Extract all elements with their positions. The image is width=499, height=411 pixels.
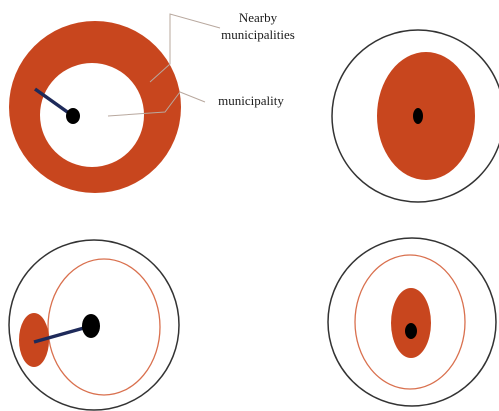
- nearby-label-line-1: Nearby: [238, 10, 278, 25]
- municipality-leader-line: [107, 91, 206, 117]
- outer-boundary-circle: [8, 239, 180, 411]
- center-dot: [413, 108, 423, 124]
- center-dot: [66, 108, 80, 124]
- nearby-label-line-2: municipalities: [221, 27, 295, 42]
- nearby-leader-line: [149, 13, 221, 83]
- panel-bottom-right: [327, 237, 497, 407]
- link-line: [33, 87, 75, 118]
- filled-area: [377, 52, 475, 180]
- outer-boundary-circle: [327, 237, 497, 407]
- link-line: [33, 324, 92, 344]
- inner-boundary-ring: [47, 258, 161, 396]
- municipality-label: municipality: [218, 93, 284, 108]
- outer-boundary-circle: [331, 29, 499, 203]
- panel-top-right: [331, 29, 499, 203]
- municipality-disc: [40, 63, 144, 167]
- panel-bottom-left: [8, 239, 180, 411]
- nearby-municipalities-label: Nearby municipalities: [213, 9, 303, 43]
- inner-boundary-ring: [354, 254, 466, 390]
- center-dot: [82, 314, 100, 338]
- panel-top-left: [9, 13, 221, 193]
- center-dot: [405, 323, 417, 339]
- outlying-filled-area: [19, 313, 49, 367]
